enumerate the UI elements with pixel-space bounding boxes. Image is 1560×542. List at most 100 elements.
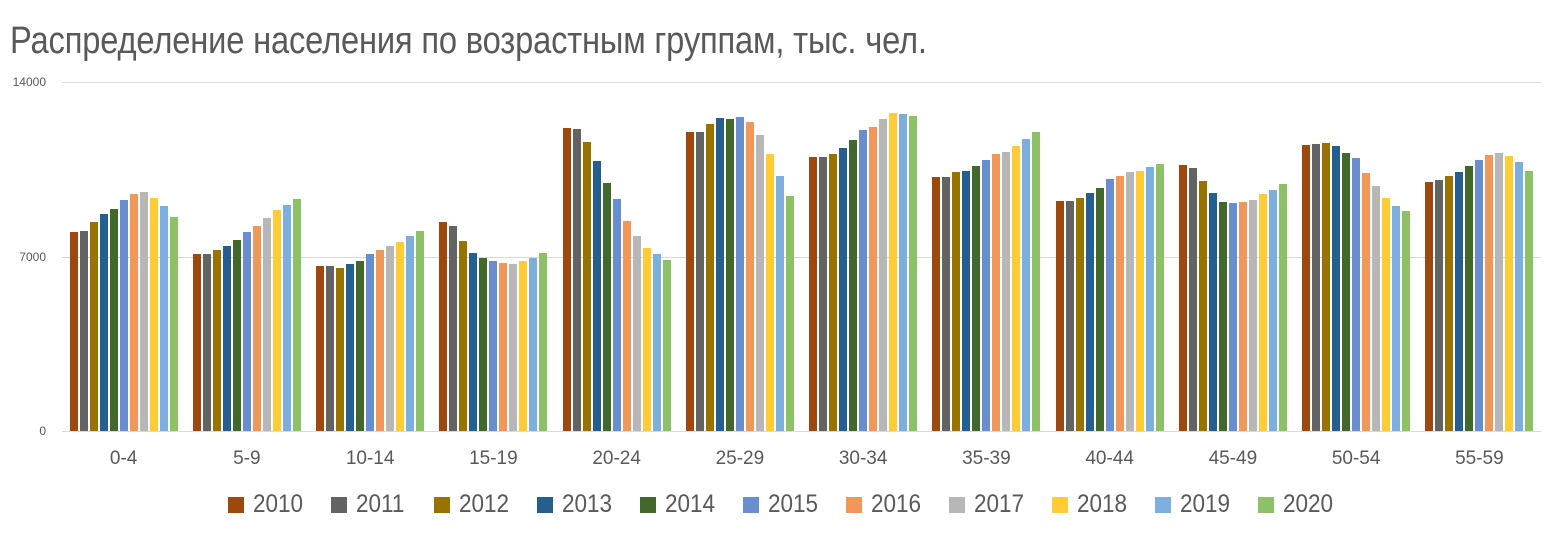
bar-2019-20-24[interactable] bbox=[652, 254, 661, 431]
bar-2014-20-24[interactable] bbox=[602, 183, 611, 431]
bar-2013-35-39[interactable] bbox=[962, 171, 971, 431]
legend-item-2017[interactable]: 2017 bbox=[949, 490, 1030, 519]
bar-2011-25-29[interactable] bbox=[695, 132, 704, 431]
bar-2017-50-54[interactable] bbox=[1372, 186, 1381, 431]
bar-2015-5-9[interactable] bbox=[242, 232, 251, 431]
bar-2016-0-4[interactable] bbox=[129, 194, 138, 431]
bar-2019-25-29[interactable] bbox=[775, 176, 784, 431]
bar-2015-0-4[interactable] bbox=[119, 200, 128, 431]
bar-2020-40-44[interactable] bbox=[1155, 164, 1164, 431]
legend-item-2010[interactable]: 2010 bbox=[228, 490, 309, 519]
legend-item-2014[interactable]: 2014 bbox=[640, 490, 721, 519]
bar-2019-40-44[interactable] bbox=[1145, 167, 1154, 431]
bar-2018-30-34[interactable] bbox=[889, 113, 898, 431]
bar-2015-45-49[interactable] bbox=[1228, 203, 1237, 431]
bar-2016-35-39[interactable] bbox=[992, 154, 1001, 431]
bar-2017-55-59[interactable] bbox=[1495, 153, 1504, 431]
bar-2013-45-49[interactable] bbox=[1208, 193, 1217, 431]
bar-2015-25-29[interactable] bbox=[735, 117, 744, 431]
bar-2012-30-34[interactable] bbox=[829, 154, 838, 431]
bar-2013-5-9[interactable] bbox=[222, 246, 231, 431]
bar-2012-5-9[interactable] bbox=[212, 250, 221, 431]
bar-2010-15-19[interactable] bbox=[439, 222, 448, 431]
bar-2019-10-14[interactable] bbox=[406, 236, 415, 431]
legend-item-2018[interactable]: 2018 bbox=[1052, 490, 1133, 519]
bar-2010-55-59[interactable] bbox=[1425, 182, 1434, 431]
bar-2019-45-49[interactable] bbox=[1268, 190, 1277, 431]
bar-2019-35-39[interactable] bbox=[1022, 139, 1031, 431]
bar-2019-50-54[interactable] bbox=[1392, 206, 1401, 431]
bar-2015-10-14[interactable] bbox=[366, 254, 375, 431]
bar-2017-10-14[interactable] bbox=[386, 246, 395, 431]
bar-2014-0-4[interactable] bbox=[109, 209, 118, 431]
bar-2017-45-49[interactable] bbox=[1248, 200, 1257, 431]
bar-2012-0-4[interactable] bbox=[89, 222, 98, 431]
bar-2011-0-4[interactable] bbox=[79, 231, 88, 431]
bar-2018-15-19[interactable] bbox=[519, 261, 528, 431]
bar-2018-35-39[interactable] bbox=[1012, 146, 1021, 431]
bar-2018-55-59[interactable] bbox=[1505, 156, 1514, 431]
bar-2010-40-44[interactable] bbox=[1055, 201, 1064, 431]
bar-2020-35-39[interactable] bbox=[1032, 132, 1041, 431]
bar-2013-50-54[interactable] bbox=[1332, 146, 1341, 431]
bar-2012-15-19[interactable] bbox=[459, 241, 468, 431]
bar-2020-20-24[interactable] bbox=[662, 260, 671, 431]
bar-2019-55-59[interactable] bbox=[1515, 162, 1524, 431]
legend-item-2011[interactable]: 2011 bbox=[331, 490, 412, 519]
bar-2020-15-19[interactable] bbox=[539, 253, 548, 431]
bar-2014-30-34[interactable] bbox=[849, 140, 858, 431]
bar-2015-15-19[interactable] bbox=[489, 261, 498, 431]
bar-2010-5-9[interactable] bbox=[192, 254, 201, 431]
bar-2015-20-24[interactable] bbox=[612, 199, 621, 431]
bar-2012-20-24[interactable] bbox=[582, 142, 591, 431]
bar-2013-40-44[interactable] bbox=[1085, 193, 1094, 431]
bar-2013-20-24[interactable] bbox=[592, 161, 601, 431]
bar-2011-50-54[interactable] bbox=[1312, 144, 1321, 431]
bar-2015-50-54[interactable] bbox=[1352, 158, 1361, 431]
bar-2017-15-19[interactable] bbox=[509, 264, 518, 431]
bar-2017-30-34[interactable] bbox=[879, 119, 888, 431]
bar-2012-40-44[interactable] bbox=[1075, 198, 1084, 431]
bar-2014-5-9[interactable] bbox=[232, 240, 241, 431]
bar-2016-50-54[interactable] bbox=[1362, 173, 1371, 431]
bar-2010-30-34[interactable] bbox=[809, 157, 818, 431]
bar-2012-55-59[interactable] bbox=[1445, 176, 1454, 431]
bar-2018-0-4[interactable] bbox=[149, 198, 158, 431]
bar-2015-30-34[interactable] bbox=[859, 130, 868, 431]
bar-2018-45-49[interactable] bbox=[1258, 194, 1267, 431]
bar-2015-40-44[interactable] bbox=[1105, 179, 1114, 431]
bar-2014-25-29[interactable] bbox=[725, 119, 734, 431]
bar-2020-55-59[interactable] bbox=[1525, 171, 1534, 431]
legend-item-2019[interactable]: 2019 bbox=[1155, 490, 1236, 519]
bar-2011-40-44[interactable] bbox=[1065, 201, 1074, 431]
bar-2012-50-54[interactable] bbox=[1322, 143, 1331, 431]
bar-2012-25-29[interactable] bbox=[705, 124, 714, 431]
bar-2013-25-29[interactable] bbox=[715, 118, 724, 431]
bar-2019-15-19[interactable] bbox=[529, 258, 538, 431]
bar-2010-35-39[interactable] bbox=[932, 177, 941, 431]
bar-2011-10-14[interactable] bbox=[326, 266, 335, 431]
bar-2014-55-59[interactable] bbox=[1465, 166, 1474, 431]
bar-2015-55-59[interactable] bbox=[1475, 160, 1484, 431]
bar-2013-30-34[interactable] bbox=[839, 148, 848, 431]
bar-2014-45-49[interactable] bbox=[1218, 202, 1227, 431]
bar-2016-25-29[interactable] bbox=[745, 122, 754, 431]
bar-2017-25-29[interactable] bbox=[755, 135, 764, 431]
bar-2012-10-14[interactable] bbox=[336, 268, 345, 431]
bar-2016-30-34[interactable] bbox=[869, 127, 878, 431]
bar-2010-0-4[interactable] bbox=[69, 232, 78, 431]
bar-2020-30-34[interactable] bbox=[909, 116, 918, 431]
bar-2014-50-54[interactable] bbox=[1342, 153, 1351, 431]
bar-2010-20-24[interactable] bbox=[562, 128, 571, 431]
bar-2014-15-19[interactable] bbox=[479, 258, 488, 431]
legend-item-2015[interactable]: 2015 bbox=[743, 490, 824, 519]
bar-2017-20-24[interactable] bbox=[632, 236, 641, 431]
bar-2011-30-34[interactable] bbox=[819, 157, 828, 431]
bar-2016-10-14[interactable] bbox=[376, 250, 385, 431]
legend-item-2020[interactable]: 2020 bbox=[1258, 490, 1339, 519]
bar-2017-35-39[interactable] bbox=[1002, 152, 1011, 431]
bar-2014-35-39[interactable] bbox=[972, 166, 981, 431]
legend-item-2016[interactable]: 2016 bbox=[846, 490, 927, 519]
bar-2020-5-9[interactable] bbox=[292, 199, 301, 431]
bar-2018-25-29[interactable] bbox=[765, 154, 774, 431]
